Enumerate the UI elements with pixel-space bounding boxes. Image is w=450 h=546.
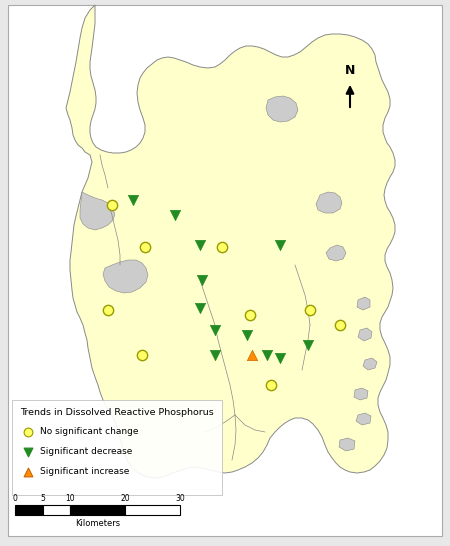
- Point: [276, 241, 284, 250]
- Text: 5: 5: [40, 494, 45, 503]
- Polygon shape: [266, 96, 298, 122]
- Point: [139, 351, 146, 359]
- Bar: [125, 505, 180, 515]
- Text: 20: 20: [120, 494, 130, 503]
- Text: 30: 30: [175, 494, 185, 503]
- Text: Kilometers: Kilometers: [75, 519, 120, 528]
- Point: [108, 200, 116, 209]
- Point: [212, 325, 219, 334]
- Point: [196, 304, 203, 312]
- Polygon shape: [103, 260, 148, 293]
- Point: [141, 242, 149, 251]
- Polygon shape: [358, 328, 372, 341]
- Text: Significant decrease: Significant decrease: [40, 448, 132, 456]
- Point: [196, 241, 203, 250]
- Text: Significant increase: Significant increase: [40, 467, 130, 477]
- Polygon shape: [316, 192, 342, 213]
- Text: N: N: [345, 64, 355, 77]
- Point: [263, 351, 270, 359]
- Point: [218, 242, 225, 251]
- Text: No significant change: No significant change: [40, 428, 139, 436]
- Point: [24, 448, 32, 456]
- Text: 0: 0: [13, 494, 18, 503]
- Point: [267, 381, 274, 389]
- Point: [337, 321, 344, 329]
- Bar: [70, 505, 125, 515]
- Text: 10: 10: [65, 494, 75, 503]
- Point: [198, 276, 206, 284]
- Polygon shape: [80, 192, 115, 230]
- Bar: [15, 505, 42, 515]
- Point: [304, 341, 311, 349]
- Bar: [12, 400, 222, 495]
- Point: [24, 428, 32, 436]
- Point: [276, 354, 284, 363]
- Point: [24, 467, 32, 476]
- Point: [130, 195, 137, 204]
- Polygon shape: [339, 438, 355, 451]
- Polygon shape: [356, 413, 371, 425]
- Point: [171, 211, 179, 219]
- Text: Trends in Dissolved Reactive Phosphorus: Trends in Dissolved Reactive Phosphorus: [20, 408, 214, 417]
- Point: [104, 306, 112, 314]
- Polygon shape: [357, 297, 370, 310]
- Polygon shape: [354, 388, 368, 400]
- Point: [248, 351, 256, 359]
- Bar: [42, 505, 70, 515]
- Point: [306, 306, 314, 314]
- Point: [243, 331, 251, 340]
- Polygon shape: [326, 245, 346, 261]
- Polygon shape: [363, 358, 377, 370]
- Point: [212, 351, 219, 359]
- Point: [247, 311, 254, 319]
- Polygon shape: [66, 5, 395, 478]
